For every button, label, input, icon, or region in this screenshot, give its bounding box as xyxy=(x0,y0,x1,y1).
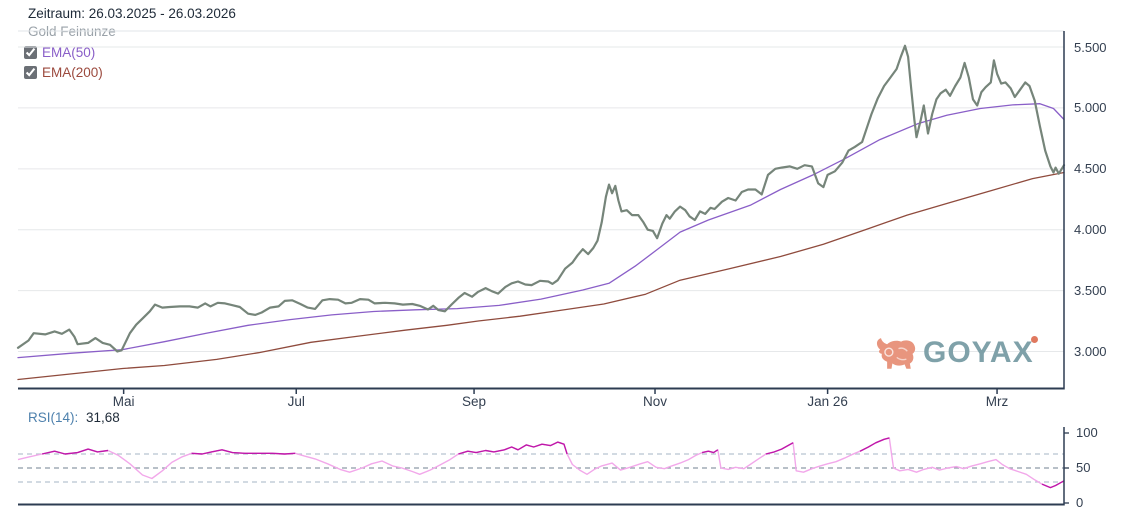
y-tick-label: 3.500 xyxy=(1074,283,1107,299)
y-tick-label: 4.500 xyxy=(1074,161,1107,177)
rsi-y-tick-label: 0 xyxy=(1076,495,1084,510)
goyax-logo-text: GOYAX xyxy=(923,336,1038,368)
y-tick-label: 5.000 xyxy=(1074,100,1107,116)
ema50-label: EMA(50) xyxy=(42,44,96,60)
goyax-watermark: GOYAX xyxy=(874,334,1038,372)
ema200-checkbox[interactable] xyxy=(24,65,37,79)
rsi-y-tick-label: 50 xyxy=(1076,460,1091,475)
y-tick-label: 4.000 xyxy=(1074,222,1107,238)
x-tick-label: Jan 26 xyxy=(807,394,848,409)
legend-row-ema200: EMA(200) xyxy=(24,62,103,82)
ema50-checkbox[interactable] xyxy=(24,45,37,59)
x-tick-label: Mrz xyxy=(985,394,1009,409)
rsi-y-tick-label: 100 xyxy=(1076,425,1098,440)
rsi-value: 31,68 xyxy=(86,410,120,425)
x-tick-label: Sep xyxy=(462,394,487,409)
x-tick-label: Jul xyxy=(287,394,305,409)
rsi-header: RSI(14): 31,68 xyxy=(28,410,120,425)
ema200-label: EMA(200) xyxy=(42,64,103,80)
y-tick-label: 5.500 xyxy=(1074,39,1107,55)
goyax-logo-dot xyxy=(1030,336,1038,343)
x-tick-label: Nov xyxy=(642,394,667,409)
y-tick-label: 3.000 xyxy=(1074,343,1107,359)
legend-row-ema50: EMA(50) xyxy=(24,42,103,62)
indicator-legend: EMA(50) EMA(200) xyxy=(24,42,103,82)
rsi-indicator-label: RSI(14): xyxy=(28,410,79,425)
date-range-label: Zeitraum: 26.03.2025 - 26.03.2026 xyxy=(28,6,236,21)
x-tick-label: Mai xyxy=(112,394,135,409)
goyax-bull-icon xyxy=(876,338,916,369)
